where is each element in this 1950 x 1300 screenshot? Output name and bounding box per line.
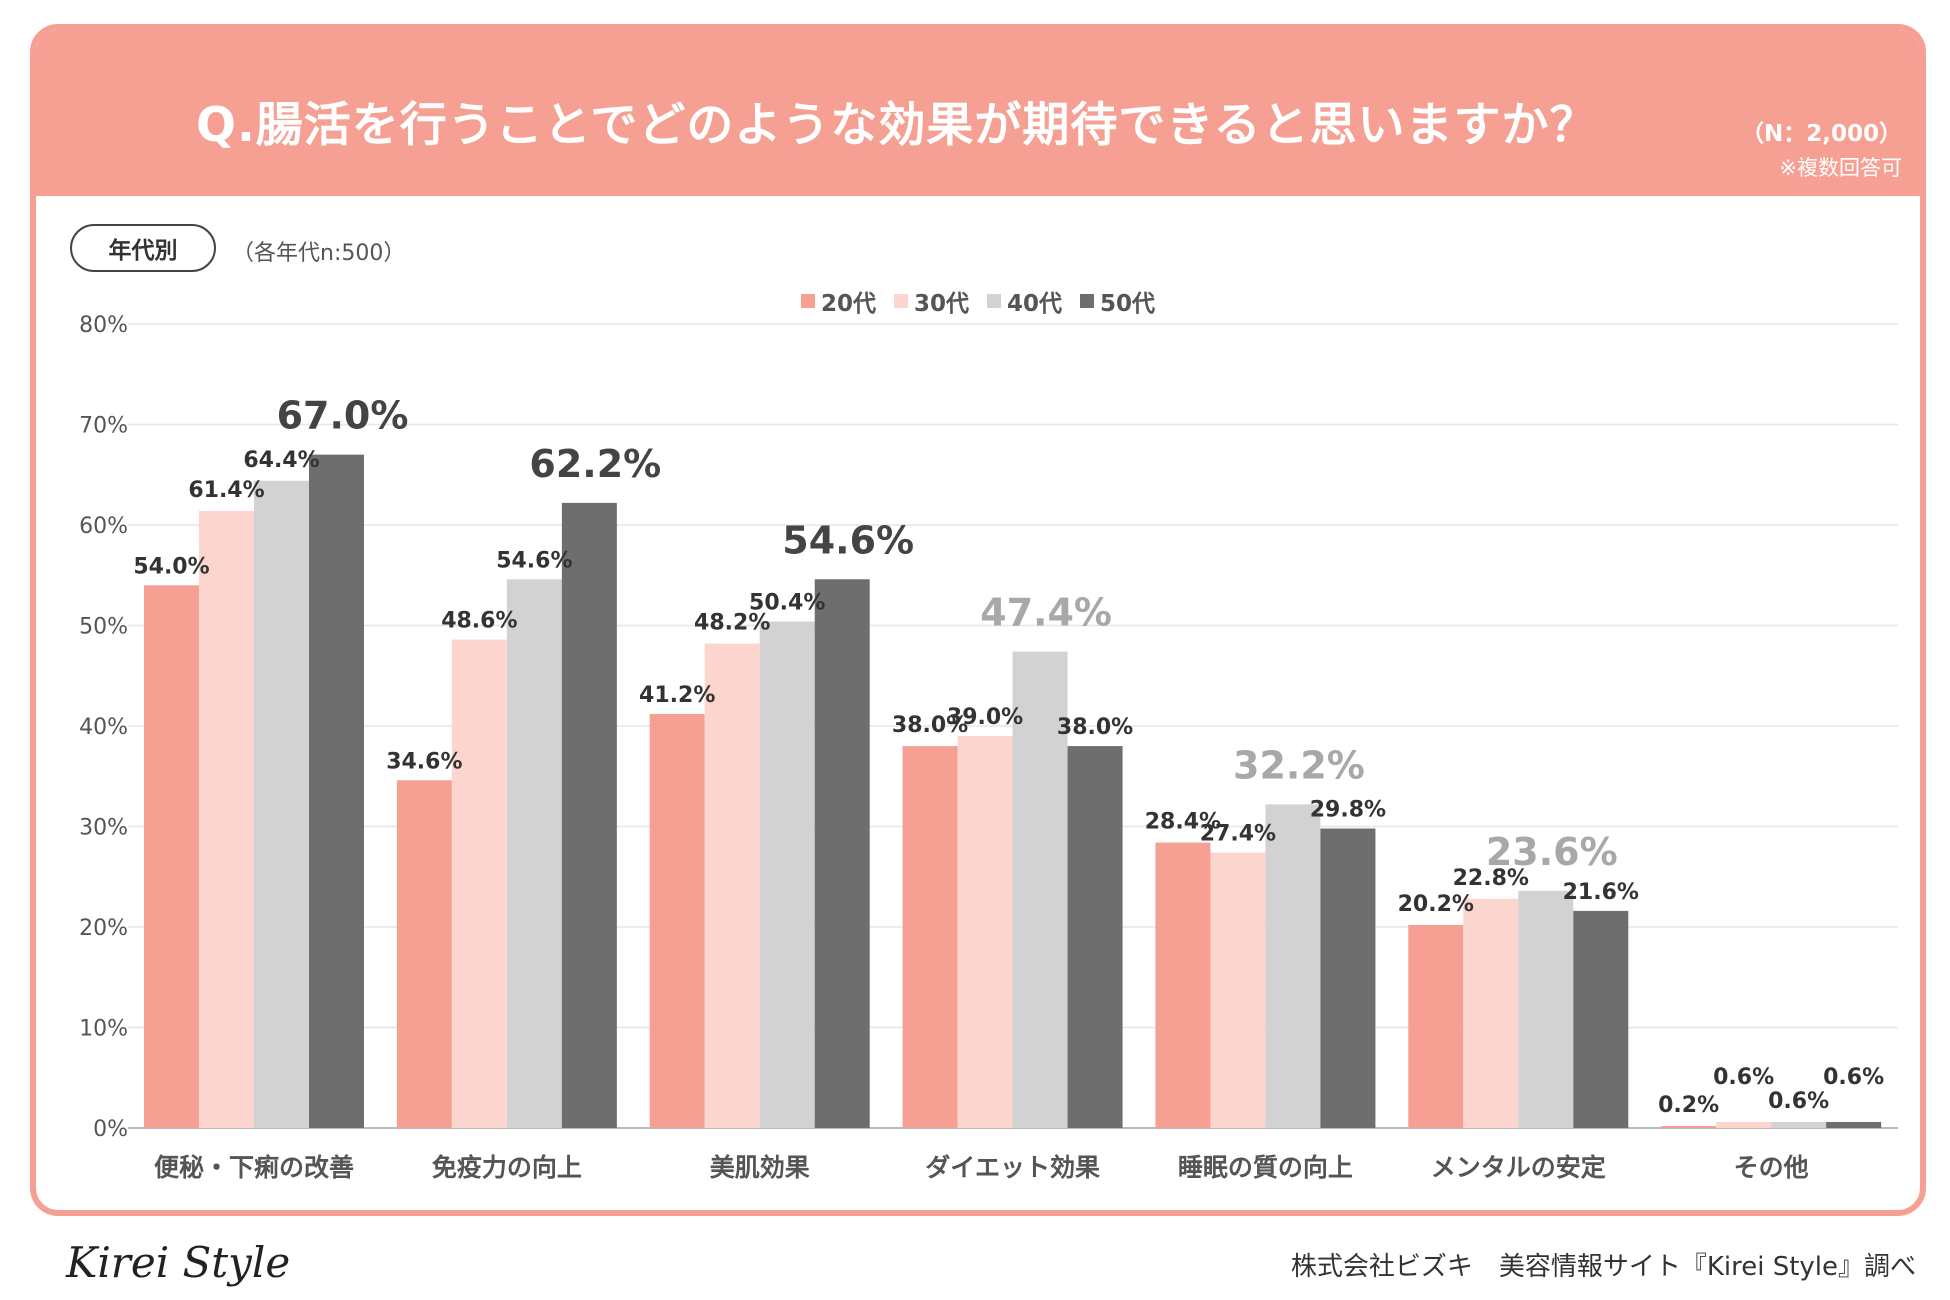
bar bbox=[957, 736, 1013, 1128]
bar bbox=[506, 579, 562, 1128]
brand-logo: Kirei Style bbox=[66, 1238, 291, 1287]
data-label: 0.6% bbox=[1823, 1065, 1884, 1090]
data-label: 54.0% bbox=[133, 554, 209, 579]
bar bbox=[1826, 1121, 1882, 1128]
data-label-highlight: 47.4% bbox=[980, 591, 1112, 635]
data-label: 64.4% bbox=[243, 448, 319, 473]
y-tick-label: 80% bbox=[79, 313, 128, 338]
data-label: 54.6% bbox=[496, 548, 572, 573]
x-tick-label: 免疫力の向上 bbox=[432, 1153, 582, 1182]
legend-label-30s: 30代 bbox=[913, 291, 969, 317]
bar bbox=[1573, 910, 1629, 1128]
legend-item-30s: 30代 bbox=[893, 284, 969, 318]
multiple-answer-note: ※複数回答可 bbox=[1779, 156, 1902, 180]
data-label-highlight: 54.6% bbox=[782, 518, 914, 562]
legend-swatch-40s bbox=[987, 294, 1001, 308]
y-tick-label: 0% bbox=[93, 1117, 128, 1142]
y-tick-label: 50% bbox=[79, 615, 128, 640]
y-tick-label: 20% bbox=[79, 916, 128, 941]
data-label-highlight: 67.0% bbox=[277, 394, 409, 438]
data-label: 21.6% bbox=[1563, 880, 1639, 905]
x-tick-label: その他 bbox=[1734, 1153, 1809, 1182]
bar-chart: 0% 10% 20% 30% 40% 50% 60% 70% 80% 54.0% 61.4% 64.4… bbox=[79, 313, 1898, 1182]
data-label: 28.4% bbox=[1145, 810, 1221, 835]
y-tick-label: 10% bbox=[79, 1017, 128, 1042]
data-label-highlight: 32.2% bbox=[1233, 743, 1365, 787]
bar bbox=[902, 746, 958, 1128]
bar bbox=[1320, 828, 1376, 1128]
legend-item-50s: 50代 bbox=[1080, 284, 1155, 318]
data-label: 29.8% bbox=[1310, 798, 1386, 823]
y-tick-label: 60% bbox=[79, 514, 128, 539]
data-label: 41.2% bbox=[639, 683, 715, 708]
bar bbox=[1067, 746, 1123, 1128]
legend: 20代 30代 40代 50代 bbox=[36, 284, 1920, 318]
bar bbox=[561, 502, 617, 1128]
data-label: 38.0% bbox=[892, 713, 968, 738]
bar bbox=[1210, 852, 1266, 1128]
bar bbox=[1408, 924, 1464, 1128]
bar bbox=[199, 510, 254, 1128]
bar bbox=[1518, 890, 1574, 1128]
bar bbox=[144, 585, 199, 1128]
legend-label-40s: 40代 bbox=[1007, 291, 1063, 317]
bar bbox=[1771, 1121, 1827, 1128]
x-tick-label: 美肌効果 bbox=[710, 1153, 810, 1182]
x-tick-label: 便秘・下痢の改善 bbox=[154, 1153, 354, 1182]
legend-item-20s: 20代 bbox=[800, 284, 876, 318]
data-label: 48.6% bbox=[441, 609, 517, 634]
segment-sample-note: （各年代n:500） bbox=[232, 241, 406, 266]
data-label: 34.6% bbox=[386, 749, 462, 774]
y-tick-label: 30% bbox=[79, 816, 128, 841]
y-tick-label: 40% bbox=[79, 715, 128, 740]
data-label: 61.4% bbox=[188, 478, 264, 503]
legend-label-20s: 20代 bbox=[820, 291, 876, 317]
question-title: Q.腸活を行うことでどのような効果が期待できると思いますか？ bbox=[196, 98, 1598, 153]
data-label-highlight: 23.6% bbox=[1486, 830, 1618, 874]
y-tick-label: 70% bbox=[79, 414, 128, 439]
bar bbox=[1265, 804, 1321, 1128]
legend-label-50s: 50代 bbox=[1100, 291, 1156, 317]
bar bbox=[704, 643, 760, 1128]
bar bbox=[814, 579, 870, 1128]
data-label: 0.2% bbox=[1658, 1093, 1719, 1118]
bar bbox=[1661, 1125, 1717, 1128]
chart-card: Q.腸活を行うことでどのような効果が期待できると思いますか？ （N：2,000）… bbox=[30, 24, 1926, 1216]
bar bbox=[1155, 842, 1211, 1128]
x-tick-label: 睡眠の質の向上 bbox=[1178, 1153, 1353, 1182]
data-label: 27.4% bbox=[1200, 822, 1276, 847]
data-label: 39.0% bbox=[947, 705, 1023, 730]
survey-credit: 株式会社ビズキ 美容情報サイト『Kirei Style』調べ bbox=[1290, 1252, 1916, 1282]
data-label: 0.6% bbox=[1768, 1089, 1829, 1114]
bar bbox=[1716, 1121, 1772, 1128]
data-label: 48.2% bbox=[694, 611, 770, 636]
legend-swatch-20s bbox=[800, 294, 815, 308]
bar bbox=[759, 621, 815, 1128]
sample-size-label: （N：2,000） bbox=[1741, 121, 1902, 147]
title-banner: Q.腸活を行うことでどのような効果が期待できると思いますか？ （N：2,000）… bbox=[36, 30, 1920, 196]
data-label: 20.2% bbox=[1398, 892, 1474, 917]
bar bbox=[1463, 898, 1519, 1128]
legend-swatch-30s bbox=[893, 294, 908, 308]
bar bbox=[451, 639, 507, 1128]
x-tick-label: メンタルの安定 bbox=[1431, 1153, 1606, 1182]
data-label-highlight: 62.2% bbox=[529, 442, 661, 486]
bar bbox=[1012, 651, 1068, 1128]
segment-pill: 年代別 bbox=[70, 224, 216, 272]
bar bbox=[254, 480, 309, 1128]
segment-label: 年代別 bbox=[108, 238, 178, 264]
bar bbox=[309, 454, 364, 1128]
data-label: 50.4% bbox=[749, 590, 825, 615]
x-tick-label: ダイエット効果 bbox=[925, 1153, 1100, 1182]
legend-swatch-50s bbox=[1080, 294, 1095, 308]
data-label: 38.0% bbox=[1057, 715, 1133, 740]
data-label: 22.8% bbox=[1453, 866, 1529, 891]
data-label: 0.6% bbox=[1713, 1065, 1774, 1090]
bar bbox=[649, 713, 705, 1128]
legend-item-40s: 40代 bbox=[987, 284, 1062, 318]
bar bbox=[396, 780, 452, 1128]
